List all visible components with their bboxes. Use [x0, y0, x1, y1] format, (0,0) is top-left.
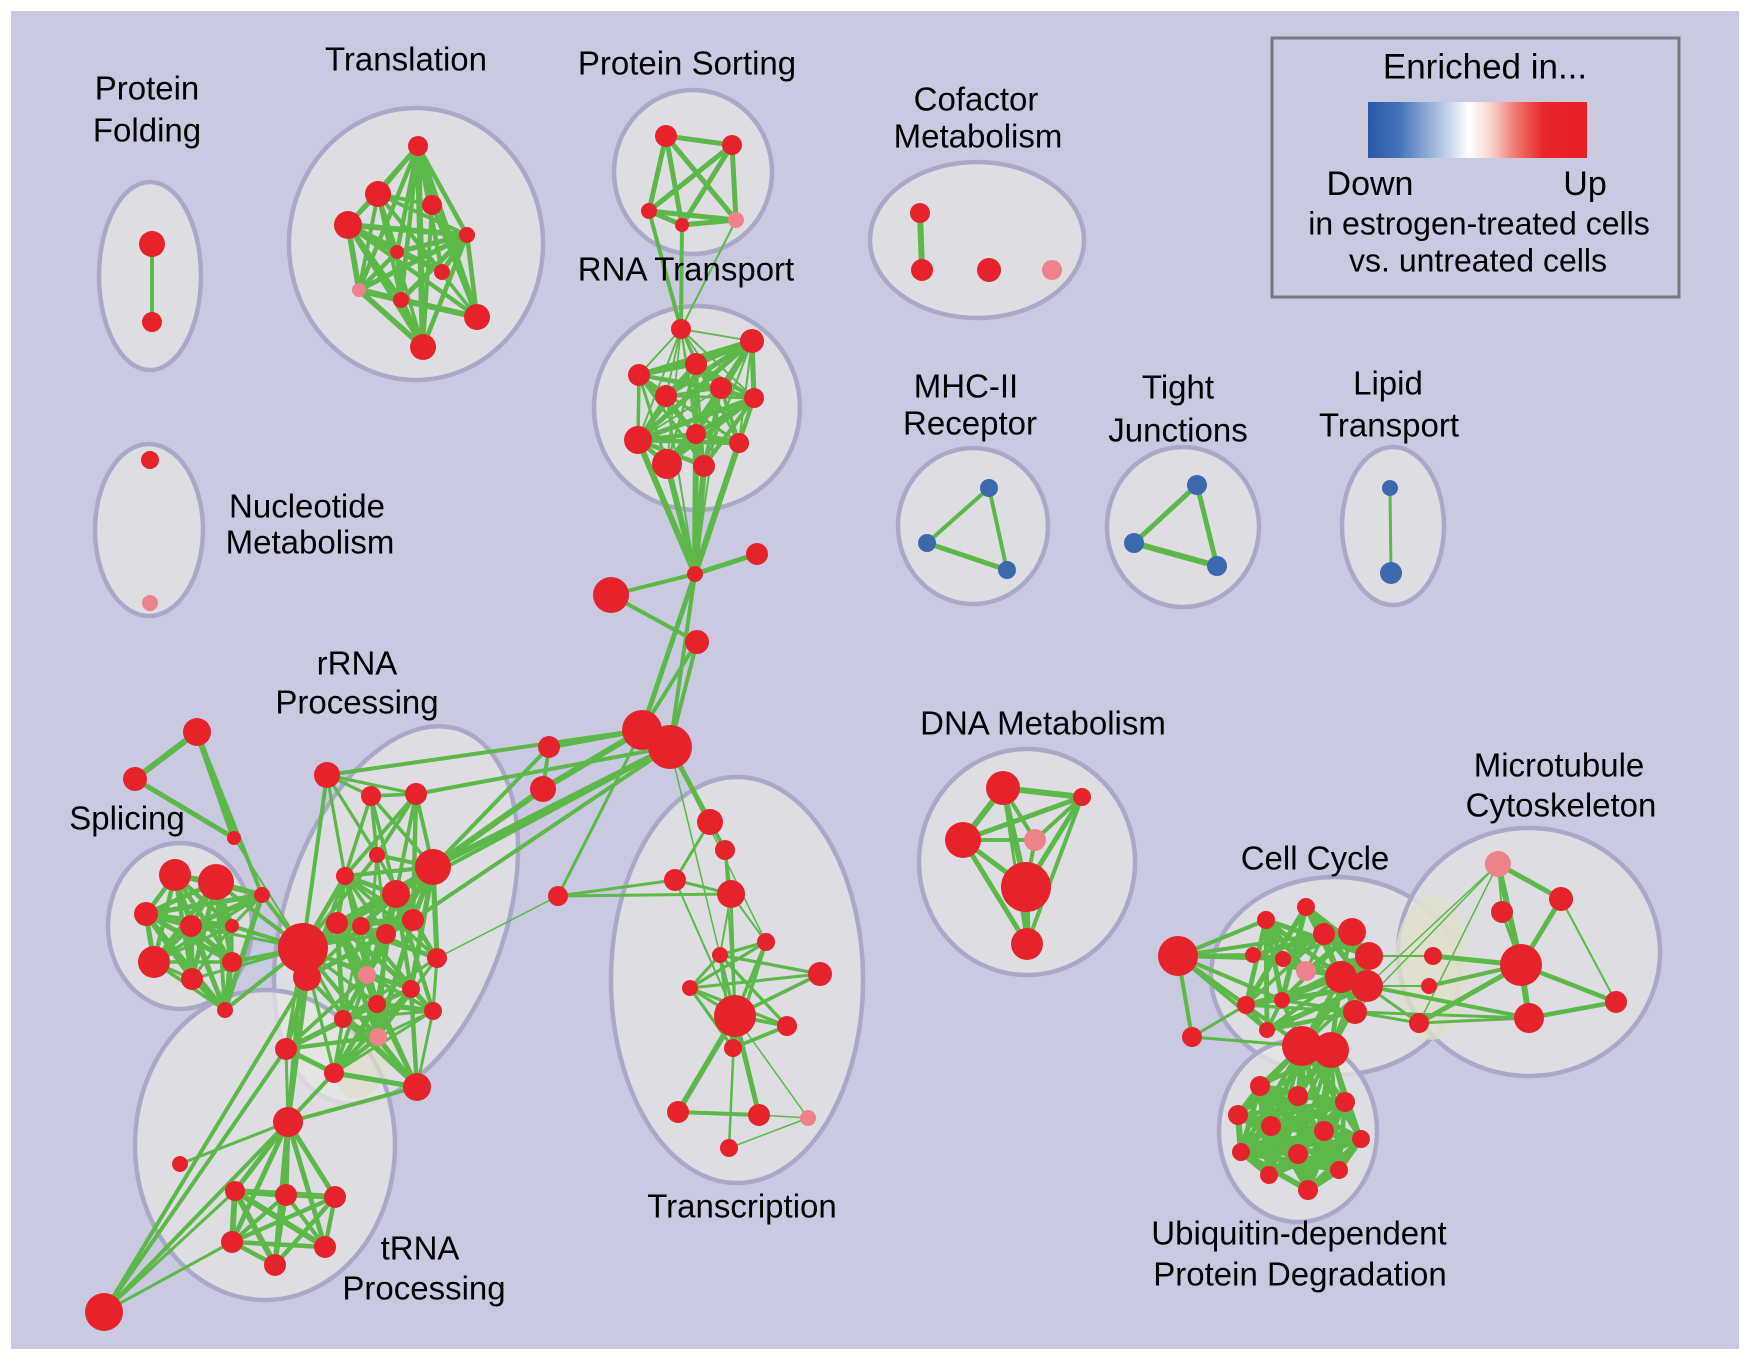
svg-text:Microtubule: Microtubule: [1474, 747, 1645, 784]
svg-text:Receptor: Receptor: [903, 405, 1037, 442]
svg-text:Processing: Processing: [342, 1270, 505, 1307]
svg-text:Up: Up: [1563, 165, 1606, 203]
svg-text:Transcription: Transcription: [647, 1188, 837, 1225]
svg-text:Ubiquitin-dependent: Ubiquitin-dependent: [1151, 1215, 1446, 1252]
svg-text:rRNA: rRNA: [317, 645, 398, 682]
svg-text:Down: Down: [1327, 165, 1414, 203]
svg-text:Transport: Transport: [1319, 407, 1459, 444]
svg-text:Metabolism: Metabolism: [894, 118, 1063, 155]
svg-text:Protein: Protein: [95, 70, 200, 107]
svg-text:Junctions: Junctions: [1108, 412, 1247, 449]
svg-text:Protein Degradation: Protein Degradation: [1153, 1256, 1447, 1293]
svg-text:Translation: Translation: [325, 41, 487, 78]
svg-text:Cytoskeleton: Cytoskeleton: [1466, 787, 1657, 824]
svg-text:Enriched in...: Enriched in...: [1383, 47, 1587, 86]
svg-text:DNA Metabolism: DNA Metabolism: [920, 705, 1166, 742]
svg-text:vs. untreated cells: vs. untreated cells: [1349, 242, 1607, 278]
svg-text:Splicing: Splicing: [69, 800, 185, 837]
svg-text:Metabolism: Metabolism: [226, 524, 395, 561]
svg-text:in estrogen-treated cells: in estrogen-treated cells: [1308, 205, 1650, 241]
svg-text:Tight: Tight: [1142, 369, 1214, 406]
svg-text:Nucleotide: Nucleotide: [229, 488, 385, 525]
svg-text:Cofactor: Cofactor: [914, 81, 1039, 118]
svg-text:tRNA: tRNA: [381, 1230, 460, 1267]
svg-text:Protein Sorting: Protein Sorting: [578, 45, 796, 82]
svg-text:Cell Cycle: Cell Cycle: [1241, 840, 1390, 877]
svg-text:RNA Transport: RNA Transport: [578, 251, 794, 288]
svg-text:Folding: Folding: [93, 112, 201, 149]
svg-text:MHC-II: MHC-II: [914, 368, 1018, 405]
svg-text:Lipid: Lipid: [1353, 365, 1423, 402]
svg-text:Processing: Processing: [275, 684, 438, 721]
